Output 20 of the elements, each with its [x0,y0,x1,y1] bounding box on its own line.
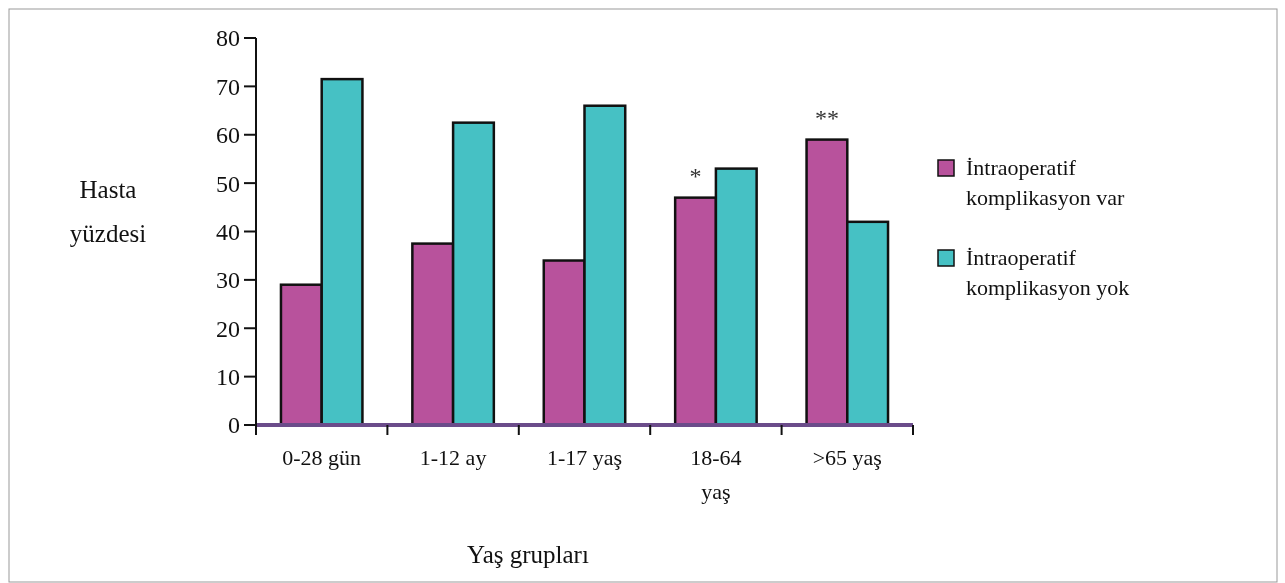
x-axis-title: Yaş grupları [467,541,589,568]
y-tick-label: 40 [216,218,240,245]
y-tick-label: 10 [216,364,240,391]
y-tick-label: 70 [216,73,240,100]
y-tick-label: 30 [216,267,240,294]
y-tick-label: 50 [216,170,240,197]
y-tick-label: 80 [216,25,240,52]
annotation: * [689,162,702,189]
annotation: ** [814,104,839,131]
x-tick-label: 1-17 yaş [546,445,623,470]
x-tick-label: 18-64 yaş [690,445,742,504]
x-tick-label: 0-28 gün [282,445,362,470]
x-tick-label: 1-12 ay [419,445,487,470]
y-tick-label: 60 [216,122,240,149]
legend-label: İntraoperatif komplikasyon var [966,155,1125,210]
legend-label: İntraoperatif komplikasyon yok [966,245,1130,300]
y-axis-title: Hasta yüzdesi [69,176,147,247]
y-tick-label: 20 [216,315,240,342]
x-tick-label: >65 yaş [812,445,882,470]
y-tick-label: 0 [228,412,240,439]
